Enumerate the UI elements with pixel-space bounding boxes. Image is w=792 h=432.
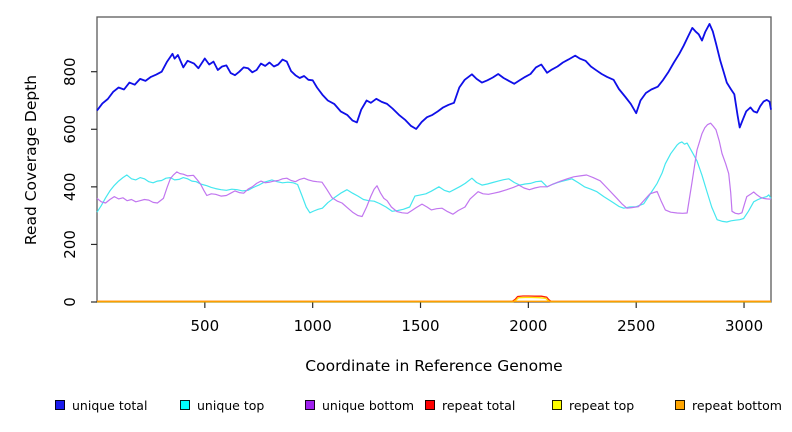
x-tick-label: 1500 [401, 317, 439, 335]
plot-box [96, 16, 772, 303]
series-line-repeat-total [97, 295, 771, 303]
y-axis-title: Read Coverage Depth [22, 75, 40, 245]
legend-entry-repeat-total: repeat total [425, 394, 515, 416]
y-tick-label: 800 [61, 57, 79, 86]
legend-swatch-icon [675, 400, 685, 410]
legend-swatch-icon [55, 400, 65, 410]
y-tick-label: 400 [61, 173, 79, 202]
legend-entry-repeat-bottom: repeat bottom [675, 394, 782, 416]
x-tick-label: 1000 [294, 317, 332, 335]
x-tick-label: 2500 [617, 317, 655, 335]
legend-label: unique top [197, 397, 265, 413]
x-axis-title: Coordinate in Reference Genome [305, 357, 562, 375]
series-line-unique-bottom [96, 122, 772, 218]
legend-label: repeat total [442, 397, 516, 413]
series-line-unique-total [96, 22, 772, 130]
legend-entry-unique-total: unique total [55, 394, 147, 416]
y-tick-label: 0 [61, 297, 79, 307]
legend: unique total unique top unique bottom repea… [0, 394, 792, 420]
legend-entry-unique-bottom: unique bottom [305, 394, 414, 416]
y-tick-label: 200 [61, 230, 79, 259]
y-tick-label: 600 [61, 115, 79, 144]
x-tick-label: 2000 [509, 317, 547, 335]
legend-label: repeat bottom [692, 397, 782, 413]
series-line-unique-top [96, 141, 772, 223]
legend-swatch-icon [552, 400, 562, 410]
legend-swatch-icon [425, 400, 435, 410]
legend-label: repeat top [569, 397, 635, 413]
x-tick-label: 3000 [725, 317, 763, 335]
legend-entry-unique-top: unique top [180, 394, 264, 416]
legend-entry-repeat-top: repeat top [552, 394, 634, 416]
legend-swatch-icon [305, 400, 315, 410]
legend-swatch-icon [180, 400, 190, 410]
series-layer [96, 22, 772, 303]
legend-label: unique total [72, 397, 148, 413]
legend-label: unique bottom [322, 397, 415, 413]
coverage-plot: 500 1000 1500 2000 2500 3000 0 200 400 600 800 Coo… [22, 16, 772, 375]
x-tick-label: 500 [191, 317, 220, 335]
axes-layer: 500 1000 1500 2000 2500 3000 0 200 400 600 800 [61, 16, 772, 335]
